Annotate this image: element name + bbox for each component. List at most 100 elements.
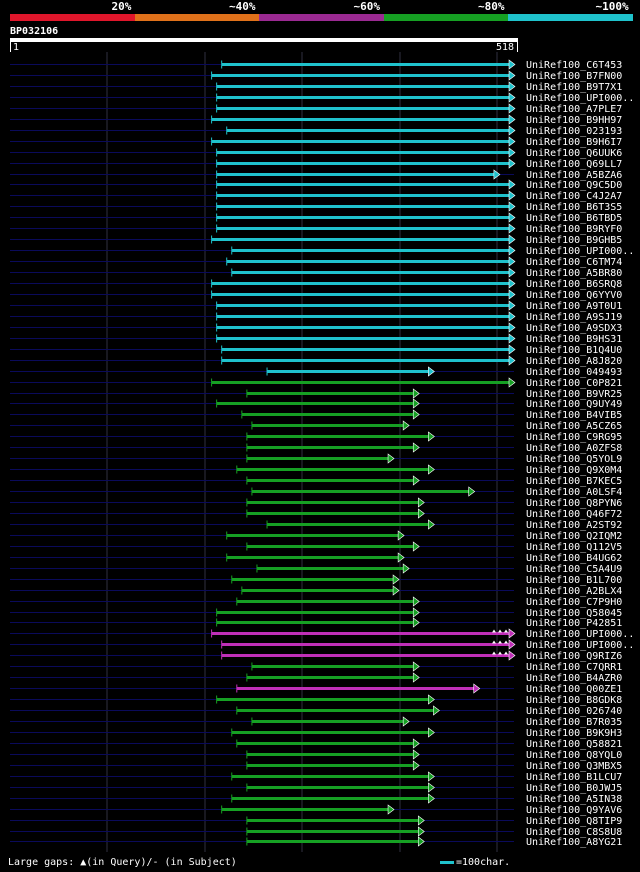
hit-row[interactable]: UniRef100_B9T7X1 bbox=[10, 81, 622, 93]
hit-row[interactable]: UniRef100_A9SDX3 bbox=[10, 322, 622, 334]
hit-row[interactable]: UniRef100_B7R035 bbox=[10, 716, 622, 728]
hit-label[interactable]: UniRef100_A0LSF4 bbox=[526, 487, 622, 498]
hit-row[interactable]: UniRef100_Q3MBX5 bbox=[10, 760, 622, 772]
hit-row[interactable]: UniRef100_C8S8U8 bbox=[10, 826, 622, 838]
hit-label[interactable]: UniRef100_B7FN00 bbox=[526, 71, 622, 82]
hit-label[interactable]: UniRef100_B9GHB5 bbox=[526, 235, 622, 246]
hit-row[interactable]: UniRef100_A5BR80 bbox=[10, 267, 622, 279]
hit-row[interactable]: UniRef100_Q112V5 bbox=[10, 541, 622, 553]
hit-row[interactable]: UniRef100_Q58045 bbox=[10, 607, 622, 619]
hit-row[interactable]: UniRef100_C9RG95 bbox=[10, 431, 622, 443]
hit-label[interactable]: UniRef100_P42851 bbox=[526, 618, 622, 629]
hit-row[interactable]: UniRef100_B9GHB5 bbox=[10, 234, 622, 246]
hit-row[interactable]: UniRef100_A8YG21 bbox=[10, 836, 622, 848]
hit-row[interactable]: UniRef100_A5IN38 bbox=[10, 793, 622, 805]
hit-row[interactable]: UniRef100_Q9YAV6 bbox=[10, 804, 622, 816]
hit-label[interactable]: UniRef100_Q112V5 bbox=[526, 542, 622, 553]
hit-label[interactable]: UniRef100_A7PLE7 bbox=[526, 104, 622, 115]
hit-label[interactable]: UniRef100_C6T453 bbox=[526, 60, 622, 71]
hit-row[interactable]: UniRef100_C0P821 bbox=[10, 377, 622, 389]
hit-row[interactable]: UniRef100_Q2IQM2 bbox=[10, 530, 622, 542]
hit-label[interactable]: UniRef100_B9RYF0 bbox=[526, 224, 622, 235]
hit-row[interactable]: UniRef100_UPI000.. bbox=[10, 639, 634, 651]
hit-row[interactable]: UniRef100_Q00ZE1 bbox=[10, 683, 622, 695]
hit-label[interactable]: UniRef100_A5CZ65 bbox=[526, 421, 622, 432]
hit-row[interactable]: UniRef100_A8J820 bbox=[10, 355, 622, 367]
hit-label[interactable]: UniRef100_B9K9H3 bbox=[526, 728, 622, 739]
hit-row[interactable]: UniRef100_Q58821 bbox=[10, 738, 622, 750]
hit-label[interactable]: UniRef100_A0ZFS8 bbox=[526, 443, 622, 454]
hit-row[interactable]: UniRef100_B6T3S5 bbox=[10, 201, 622, 213]
hit-label[interactable]: UniRef100_C5A4U9 bbox=[526, 564, 622, 575]
hit-row[interactable]: UniRef100_C5A4U9 bbox=[10, 563, 622, 575]
hit-label[interactable]: UniRef100_026740 bbox=[526, 706, 622, 717]
hit-row[interactable]: UniRef100_Q6UUK6 bbox=[10, 147, 622, 159]
hit-row[interactable]: UniRef100_B9H6I7 bbox=[10, 136, 622, 148]
hit-row[interactable]: UniRef100_C6TM74 bbox=[10, 256, 622, 268]
hit-row[interactable]: UniRef100_B7FN00 bbox=[10, 70, 622, 82]
hit-label[interactable]: UniRef100_Q3MBX5 bbox=[526, 761, 622, 772]
hit-label[interactable]: UniRef100_A5IN38 bbox=[526, 794, 622, 805]
hit-row[interactable]: UniRef100_A0ZFS8 bbox=[10, 442, 622, 454]
hit-row[interactable]: UniRef100_B4UG62 bbox=[10, 552, 622, 564]
hit-row[interactable]: UniRef100_A9SJ19 bbox=[10, 311, 622, 323]
hit-row[interactable]: UniRef100_B9HH97 bbox=[10, 114, 622, 126]
hit-label[interactable]: UniRef100_A9SJ19 bbox=[526, 312, 622, 323]
hit-row[interactable]: UniRef100_A7PLE7 bbox=[10, 103, 622, 115]
hit-row[interactable]: UniRef100_P42851 bbox=[10, 617, 622, 629]
hit-label[interactable]: UniRef100_Q46F72 bbox=[526, 509, 622, 520]
hit-row[interactable]: UniRef100_B1L700 bbox=[10, 574, 622, 586]
hit-row[interactable]: UniRef100_A0LSF4 bbox=[10, 486, 622, 498]
hit-row[interactable]: UniRef100_A5BZA6 bbox=[10, 169, 622, 181]
hit-label[interactable]: UniRef100_C8S8U8 bbox=[526, 827, 622, 838]
hit-label[interactable]: UniRef100_C6TM74 bbox=[526, 257, 622, 268]
hit-row[interactable]: UniRef100_B8GDK8 bbox=[10, 694, 622, 706]
hit-label[interactable]: UniRef100_Q6UUK6 bbox=[526, 148, 622, 159]
hit-label[interactable]: UniRef100_B9VR25 bbox=[526, 389, 622, 400]
hit-label[interactable]: UniRef100_Q5YOL9 bbox=[526, 454, 622, 465]
hit-row[interactable]: UniRef100_Q9C5D0 bbox=[10, 179, 622, 191]
hit-label[interactable]: UniRef100_Q58045 bbox=[526, 608, 622, 619]
hit-row[interactable]: UniRef100_A9T0U1 bbox=[10, 300, 622, 312]
hit-row[interactable]: UniRef100_A5CZ65 bbox=[10, 420, 622, 432]
hit-row[interactable]: UniRef100_UPI000.. bbox=[10, 245, 634, 257]
hit-row[interactable]: UniRef100_B1LCU7 bbox=[10, 771, 622, 783]
hit-row[interactable]: UniRef100_B9K9H3 bbox=[10, 727, 622, 739]
hit-row[interactable]: UniRef100_Q9X0M4 bbox=[10, 464, 622, 476]
hit-label[interactable]: UniRef100_UPI000.. bbox=[526, 629, 634, 640]
hit-row[interactable]: UniRef100_C6T453 bbox=[10, 59, 622, 71]
hit-label[interactable]: UniRef100_B4UG62 bbox=[526, 553, 622, 564]
hit-label[interactable]: UniRef100_B9H6I7 bbox=[526, 137, 622, 148]
hit-row[interactable]: UniRef100_049493 bbox=[10, 366, 622, 378]
hit-row[interactable]: UniRef100_B6TBD5 bbox=[10, 212, 622, 224]
hit-label[interactable]: UniRef100_Q9UY49 bbox=[526, 399, 622, 410]
hit-label[interactable]: UniRef100_Q9C5D0 bbox=[526, 180, 622, 191]
hit-label[interactable]: UniRef100_UPI000.. bbox=[526, 640, 634, 651]
hit-row[interactable]: UniRef100_B7KEC5 bbox=[10, 475, 622, 487]
hit-label[interactable]: UniRef100_Q58821 bbox=[526, 739, 622, 750]
hit-row[interactable]: UniRef100_Q8TIP9 bbox=[10, 815, 622, 827]
hit-row[interactable]: UniRef100_UPI000.. bbox=[10, 92, 634, 104]
hit-label[interactable]: UniRef100_Q00ZE1 bbox=[526, 684, 622, 695]
hit-label[interactable]: UniRef100_Q9RIZ6 bbox=[526, 651, 622, 662]
hit-row[interactable]: UniRef100_B1Q4U0 bbox=[10, 344, 622, 356]
hit-label[interactable]: UniRef100_Q8PYN6 bbox=[526, 498, 622, 509]
hit-row[interactable]: UniRef100_Q9RIZ6 bbox=[10, 650, 622, 662]
hit-label[interactable]: UniRef100_A5BR80 bbox=[526, 268, 622, 279]
hit-row[interactable]: UniRef100_Q6YYV0 bbox=[10, 289, 622, 301]
hit-label[interactable]: UniRef100_A9SDX3 bbox=[526, 323, 622, 334]
hit-label[interactable]: UniRef100_B4AZR0 bbox=[526, 673, 622, 684]
hit-label[interactable]: UniRef100_A2BLX4 bbox=[526, 586, 622, 597]
hit-label[interactable]: UniRef100_B9T7X1 bbox=[526, 82, 622, 93]
hit-row[interactable]: UniRef100_A2ST92 bbox=[10, 519, 622, 531]
hit-label[interactable]: UniRef100_A8J820 bbox=[526, 356, 622, 367]
hit-label[interactable]: UniRef100_B1LCU7 bbox=[526, 772, 622, 783]
hit-label[interactable]: UniRef100_C7QRR1 bbox=[526, 662, 622, 673]
hit-row[interactable]: UniRef100_C7QRR1 bbox=[10, 661, 622, 673]
hit-row[interactable]: UniRef100_B9VR25 bbox=[10, 388, 622, 400]
hit-label[interactable]: UniRef100_Q9X0M4 bbox=[526, 465, 622, 476]
hit-label[interactable]: UniRef100_B7R035 bbox=[526, 717, 622, 728]
hit-label[interactable]: UniRef100_C0P821 bbox=[526, 378, 622, 389]
hit-row[interactable]: UniRef100_Q8YQL0 bbox=[10, 749, 622, 761]
hit-label[interactable]: UniRef100_C9RG95 bbox=[526, 432, 622, 443]
